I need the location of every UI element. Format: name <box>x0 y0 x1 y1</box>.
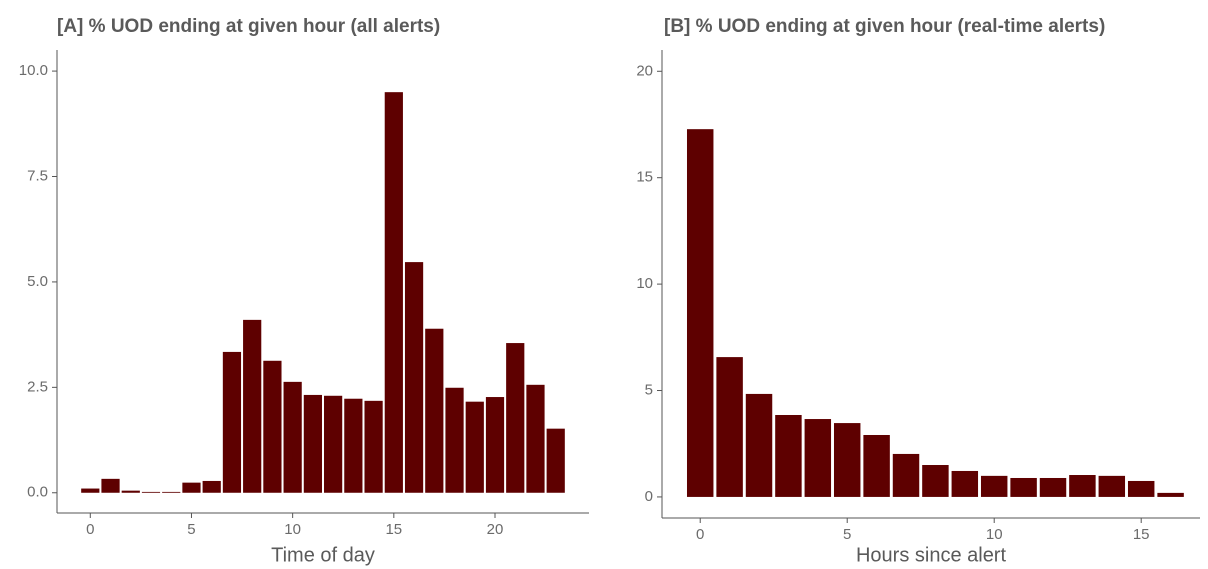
bar <box>344 398 363 493</box>
bar <box>364 400 383 493</box>
bar <box>1069 475 1096 497</box>
x-tick-label: 15 <box>385 521 402 538</box>
bar <box>182 482 201 493</box>
bar <box>951 470 979 497</box>
bar <box>81 488 100 493</box>
y-tick-label: 5 <box>645 381 653 398</box>
y-tick-label: 5.0 <box>27 273 48 290</box>
bar <box>121 490 140 493</box>
bar <box>465 401 484 493</box>
y-tick-label: 10.0 <box>19 62 48 79</box>
bar <box>1010 477 1037 497</box>
x-tick-label: 15 <box>1133 526 1150 543</box>
bar <box>892 453 920 497</box>
bar <box>263 360 282 493</box>
x-axis-label: Time of day <box>271 544 375 566</box>
x-tick-label: 20 <box>487 521 504 538</box>
bar <box>384 92 403 493</box>
bar <box>833 423 861 497</box>
bar <box>101 478 120 493</box>
bar <box>222 351 242 493</box>
x-tick-label: 0 <box>696 526 704 543</box>
bar <box>716 357 743 497</box>
x-tick-label: 10 <box>284 521 301 538</box>
bar <box>243 319 262 493</box>
y-tick-label: 7.5 <box>27 167 48 184</box>
bar <box>485 397 505 493</box>
x-tick-label: 10 <box>986 526 1003 543</box>
bar <box>980 475 1008 497</box>
y-tick-label: 15 <box>636 169 653 186</box>
y-tick-label: 20 <box>636 62 653 79</box>
y-tick-label: 0.0 <box>27 484 48 501</box>
bar <box>526 384 545 493</box>
bar <box>1039 477 1067 497</box>
bar <box>162 491 181 493</box>
y-tick-label: 10 <box>636 275 653 292</box>
bar <box>445 387 464 493</box>
bar <box>425 328 444 493</box>
chart-title: [A] % UOD ending at given hour (all aler… <box>57 16 440 37</box>
bar <box>686 129 714 497</box>
y-tick-label: 2.5 <box>27 378 48 395</box>
bar <box>745 393 773 497</box>
bar <box>324 395 343 493</box>
bar <box>546 428 565 493</box>
bar <box>1157 492 1184 497</box>
x-tick-label: 0 <box>86 521 94 538</box>
bar <box>804 419 832 497</box>
bar <box>141 491 161 493</box>
y-tick-label: 0 <box>645 488 653 505</box>
bar <box>506 343 525 493</box>
x-tick-label: 5 <box>187 521 195 538</box>
bar <box>1098 475 1126 497</box>
x-axis-label: Hours since alert <box>856 544 1007 566</box>
bar <box>775 414 802 497</box>
bar <box>303 394 322 493</box>
bar <box>404 262 424 493</box>
bar <box>283 381 302 493</box>
chart-title: [B] % UOD ending at given hour (real-tim… <box>664 16 1105 37</box>
x-tick-label: 5 <box>843 526 851 543</box>
bar <box>1127 480 1155 497</box>
bar <box>863 434 890 497</box>
bar <box>922 465 949 497</box>
bar <box>202 480 221 493</box>
